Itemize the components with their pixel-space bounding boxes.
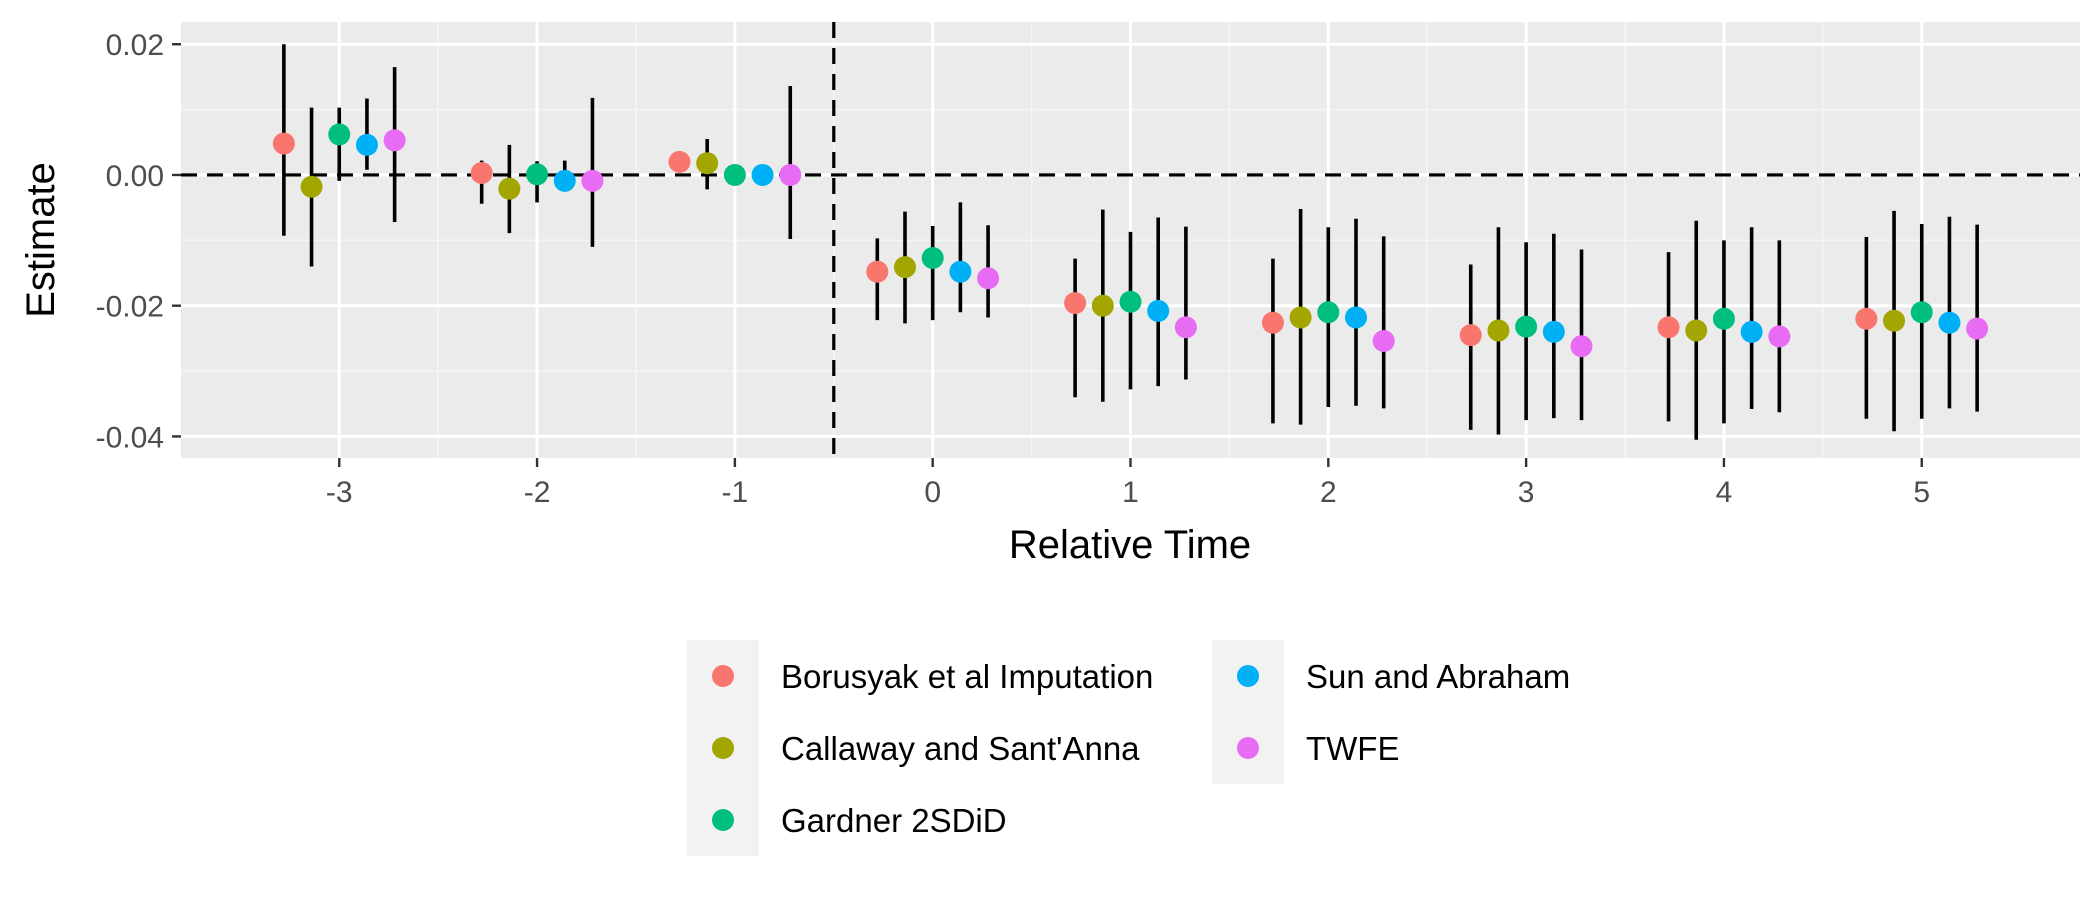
data-point — [383, 129, 406, 152]
data-point — [470, 161, 493, 184]
legend-label: Callaway and Sant'Anna — [781, 730, 1140, 767]
data-point — [1685, 319, 1708, 342]
data-point — [1910, 301, 1933, 324]
data-point — [498, 177, 521, 200]
data-point — [893, 256, 916, 279]
data-point — [553, 169, 576, 192]
data-point — [1966, 317, 1989, 340]
x-axis-title: Relative Time — [1009, 523, 1251, 567]
data-point — [1740, 320, 1763, 343]
legend-key — [1237, 665, 1259, 687]
data-point — [1372, 329, 1395, 352]
data-point — [1515, 315, 1538, 338]
x-tick-label: 2 — [1320, 476, 1337, 509]
x-tick-labels: -3 -2 -1 0 1 2 3 4 5 — [326, 476, 1930, 509]
legend-label: TWFE — [1306, 730, 1399, 767]
data-point — [1174, 316, 1197, 339]
estimate-points — [272, 123, 1989, 358]
data-point — [328, 123, 351, 146]
x-tick-label: 4 — [1716, 476, 1733, 509]
data-point — [1855, 307, 1878, 330]
data-point — [526, 163, 549, 186]
x-tick-label: 1 — [1122, 476, 1139, 509]
axis-ticks — [172, 43, 1923, 467]
data-point — [696, 152, 719, 175]
data-point — [1345, 306, 1368, 329]
y-axis-title: Estimate — [19, 162, 63, 318]
legend-label: Borusyak et al Imputation — [781, 658, 1153, 695]
data-point — [779, 163, 802, 186]
data-point — [1289, 306, 1312, 329]
data-point — [1459, 324, 1482, 347]
data-point — [272, 132, 295, 155]
data-point — [977, 267, 1000, 290]
data-point — [581, 169, 604, 192]
x-tick-label: -3 — [326, 476, 353, 509]
data-point — [1317, 301, 1340, 324]
x-tick-label: 3 — [1518, 476, 1535, 509]
data-point — [1768, 325, 1791, 348]
legend-key — [1237, 737, 1259, 759]
legend-key — [712, 665, 734, 687]
data-point — [1938, 311, 1961, 334]
y-tick-labels: 0.02 0.00 -0.02 -0.04 — [96, 29, 164, 454]
data-point — [1147, 299, 1170, 322]
legend-label: Gardner 2SDiD — [781, 802, 1007, 839]
data-point — [1883, 309, 1906, 332]
data-point — [949, 260, 972, 283]
legend-key-background — [1212, 640, 1284, 784]
legend-key — [712, 737, 734, 759]
x-tick-label: 0 — [924, 476, 941, 509]
x-tick-label: 5 — [1913, 476, 1930, 509]
data-point — [1542, 320, 1565, 343]
y-tick-label: -0.02 — [96, 291, 164, 324]
data-point — [300, 175, 323, 198]
legend-key — [712, 809, 734, 831]
legend-label: Sun and Abraham — [1306, 658, 1570, 695]
data-point — [866, 260, 889, 283]
y-tick-label: 0.00 — [106, 160, 164, 193]
data-point — [723, 163, 746, 186]
data-point — [1657, 316, 1680, 339]
x-tick-label: -1 — [722, 476, 749, 509]
data-point — [1487, 319, 1510, 342]
data-point — [668, 150, 691, 173]
data-point — [1712, 307, 1735, 330]
data-point — [1119, 290, 1142, 313]
data-point — [1064, 292, 1087, 315]
reference-lines — [181, 22, 2080, 458]
data-point — [355, 133, 378, 156]
data-point — [751, 163, 774, 186]
y-tick-label: -0.04 — [96, 421, 164, 454]
data-point — [1261, 311, 1284, 334]
x-tick-label: -2 — [524, 476, 551, 509]
data-point — [1091, 294, 1114, 317]
y-tick-label: 0.02 — [106, 29, 164, 62]
data-point — [921, 246, 944, 269]
legend: Borusyak et al Imputation Callaway and Sa… — [687, 640, 1570, 856]
data-point — [1570, 335, 1593, 358]
